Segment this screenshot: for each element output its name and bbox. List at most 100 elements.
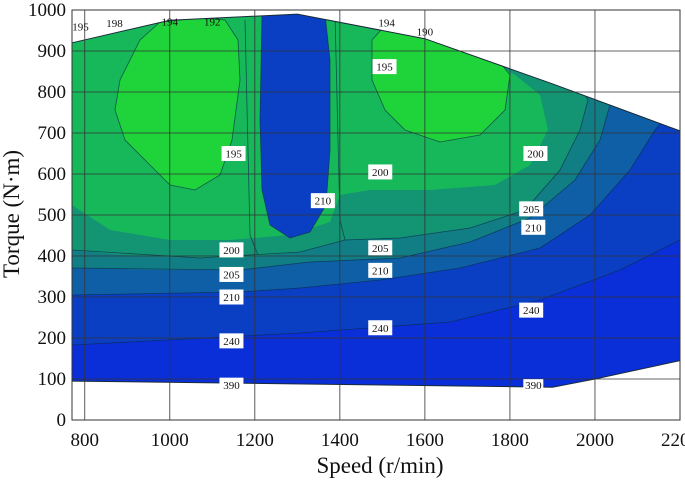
contour-label: 194	[162, 16, 179, 28]
contour-label-text: 200	[223, 245, 240, 257]
y-tick-label: 200	[38, 328, 67, 349]
contour-label-text: 205	[523, 204, 540, 216]
contour-label: 240	[219, 333, 244, 349]
region-blue-vertical-band	[260, 14, 330, 238]
y-tick-label: 1000	[28, 0, 66, 21]
contour-label-text: 195	[72, 21, 89, 33]
contour-label: 210	[219, 289, 244, 305]
region-green-light-left	[115, 18, 240, 190]
axes-frame	[71, 9, 681, 421]
contour-label-text: 390	[525, 380, 542, 392]
contour-label-box	[523, 146, 548, 161]
contour-label-box	[221, 146, 246, 161]
contour-label: 210	[368, 262, 393, 278]
contour-line	[259, 14, 331, 239]
y-tick-label: 500	[38, 205, 67, 226]
contour-label: 210	[521, 219, 546, 235]
contour-label-text: 210	[315, 196, 332, 208]
contour-label-box	[368, 240, 393, 256]
contour-label-text: 240	[523, 305, 540, 317]
contour-label-box	[219, 333, 244, 349]
contour-label-box	[219, 242, 244, 258]
y-tick-label: 0	[57, 410, 67, 431]
x-tick-label: 1800	[491, 430, 529, 451]
contour-label: 205	[519, 201, 544, 217]
contour-label-text: 195	[376, 62, 393, 74]
contour-label-box	[219, 289, 244, 305]
contour-label: 190	[417, 26, 434, 38]
contour-label-box	[519, 201, 544, 217]
contour-label-box	[521, 219, 546, 235]
y-tick-label: 900	[38, 41, 67, 62]
contour-label-text: 205	[223, 269, 240, 281]
contour-label: 200	[368, 164, 393, 180]
grid	[72, 10, 680, 420]
contour-label-box	[368, 262, 393, 278]
contour-label-text: 194	[162, 16, 179, 28]
contour-line	[72, 239, 680, 346]
contour-labels: 195 198 194 192 194 190 195 195 200 200 210 205 210 2…	[72, 16, 548, 393]
y-tick-label: 700	[38, 123, 67, 144]
contour-label-text: 240	[372, 323, 389, 335]
contour-label-text: 200	[372, 167, 389, 179]
contour-label-box	[219, 377, 244, 393]
contour-label: 195	[221, 146, 246, 161]
contour-line	[72, 77, 589, 259]
contour-label-text: 210	[372, 265, 389, 277]
y-axis-ticks: 0 100 200 300 400 500 600 700 800 900 1000	[28, 0, 66, 431]
contour-label-text: 210	[525, 222, 542, 234]
contour-label: 210	[310, 193, 335, 209]
contour-label: 200	[523, 146, 548, 161]
contour-label: 198	[106, 18, 123, 30]
plot-frame	[71, 9, 681, 421]
contour-label: 240	[519, 302, 544, 318]
contour-label-text: 240	[223, 336, 240, 348]
contour-label: 205	[368, 240, 393, 256]
contour-label-text: 210	[223, 292, 240, 304]
contour-label: 192	[204, 16, 221, 28]
contour-label-box	[523, 379, 544, 392]
x-tick-label: 1600	[406, 430, 444, 451]
contour-label: 200	[219, 242, 244, 258]
contour-label-text: 200	[527, 149, 544, 161]
x-tick-label: 800	[71, 430, 100, 451]
contour-label-box	[310, 193, 335, 209]
contour-label-text: 194	[378, 17, 395, 29]
contour-label-text: 190	[417, 26, 434, 38]
y-tick-label: 100	[38, 369, 67, 390]
contour-label: 240	[368, 320, 393, 336]
x-tick-label: 1200	[236, 430, 274, 451]
x-tick-label: 2000	[576, 430, 614, 451]
contour-label-box	[219, 266, 244, 282]
contour-label: 390	[523, 379, 544, 392]
contour-line	[244, 19, 259, 256]
y-tick-label: 600	[38, 164, 67, 185]
contour-label-box	[372, 59, 397, 75]
contour-label-box	[368, 320, 393, 336]
x-axis-title: Speed (r/min)	[316, 453, 443, 478]
y-axis-title: Torque (N·m)	[0, 150, 24, 278]
contour-line	[72, 99, 680, 296]
contour-label-text: 198	[106, 18, 123, 30]
y-tick-label: 300	[38, 287, 67, 308]
contour-label-text: 390	[223, 380, 240, 392]
contour-label: 205	[219, 266, 244, 282]
contour-label: 195	[72, 21, 89, 33]
y-tick-label: 800	[38, 82, 67, 103]
contour-label-text: 205	[372, 243, 389, 255]
x-tick-label: 1000	[151, 430, 189, 451]
contour-label: 194	[378, 17, 395, 29]
x-tick-label: 1400	[321, 430, 359, 451]
y-tick-label: 400	[38, 246, 67, 267]
contour-label-text: 195	[225, 149, 242, 161]
contour-line	[114, 17, 241, 191]
contour-label-box	[519, 302, 544, 318]
contour-label-text: 192	[204, 16, 221, 28]
contour-label-box	[368, 164, 393, 180]
contour-line	[334, 14, 346, 241]
contour-label: 195	[372, 59, 397, 75]
contour-label: 390	[219, 377, 244, 393]
